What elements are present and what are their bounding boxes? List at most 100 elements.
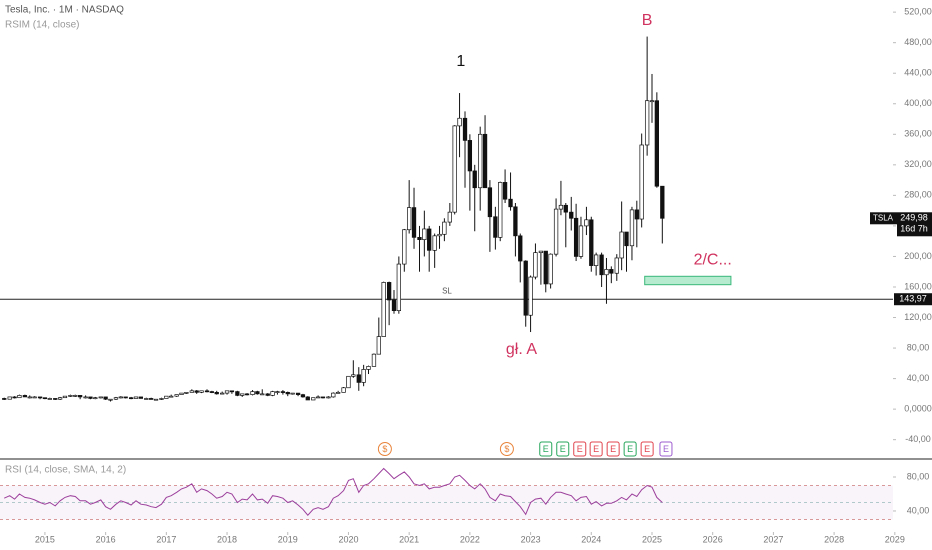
dividend-icon — [377, 442, 392, 456]
rsi-tick-label: 80,00 — [907, 471, 930, 481]
candle-body — [649, 100, 655, 103]
candle-body — [508, 198, 513, 208]
earnings-icon — [659, 441, 673, 457]
candle-body — [285, 391, 290, 395]
candle-body — [37, 396, 43, 399]
earnings-icon — [640, 441, 654, 457]
earnings-icon — [589, 441, 603, 457]
candle-body — [194, 390, 199, 393]
candle-body — [275, 391, 280, 393]
candle-body — [300, 394, 306, 398]
candle-body — [584, 219, 589, 227]
candle-body — [523, 260, 528, 316]
x-tick-label: 2015 — [35, 534, 55, 544]
candle-body — [57, 397, 63, 400]
candle-body — [599, 254, 604, 276]
price-badge — [897, 212, 932, 237]
level-badge — [894, 293, 932, 306]
candle-body — [265, 393, 270, 396]
candle-body — [351, 374, 356, 377]
event-label: E — [543, 444, 549, 454]
symbol-label: TSLA — [873, 213, 894, 222]
event-label: $ — [382, 444, 387, 454]
candle-body — [2, 398, 7, 400]
candle-body — [209, 391, 215, 393]
candle-body — [381, 282, 386, 337]
candle-body — [604, 269, 609, 276]
wave-label: 1 — [456, 53, 465, 70]
chart-title: Tesla, Inc. · 1M · NASDAQ — [5, 5, 124, 16]
event-label: E — [627, 444, 633, 454]
candle-body — [498, 182, 503, 238]
candle-body — [270, 391, 275, 396]
candle-body — [462, 117, 468, 141]
candle-body — [493, 216, 498, 238]
candle-body — [240, 393, 245, 396]
target-zone — [644, 275, 732, 286]
event-label: E — [577, 444, 583, 454]
level-badge-label: 143,97 — [899, 294, 927, 304]
rsi-tick-label: 40,00 — [907, 505, 930, 515]
candle-body — [184, 391, 189, 394]
y-tick-label: 280,00 — [904, 190, 932, 200]
candle-body — [619, 231, 624, 259]
candle-body — [93, 397, 98, 400]
candle-body — [295, 392, 301, 395]
candle-body — [437, 233, 442, 237]
event-label: E — [610, 444, 616, 454]
candle-body — [255, 391, 260, 395]
candle-body — [159, 398, 164, 400]
y-tick-label: 0,0000 — [904, 404, 932, 414]
candle-body — [371, 353, 377, 367]
candle-body — [179, 392, 184, 395]
x-tick-label: 2022 — [460, 534, 480, 544]
x-tick-label: 2017 — [156, 534, 176, 544]
candle-body — [199, 390, 204, 393]
y-tick-label: 360,00 — [904, 129, 932, 139]
candle-body — [634, 209, 639, 220]
candle-body — [356, 374, 361, 383]
candle-body — [361, 369, 366, 383]
candle-body — [341, 387, 346, 393]
candle-body — [204, 390, 210, 393]
rsi-title: RSI (14, close, SMA, 14, 2) — [5, 465, 126, 476]
candle-body — [624, 231, 629, 247]
candle-body — [442, 221, 447, 235]
candle-body — [482, 133, 488, 189]
candle-body — [73, 395, 78, 397]
candle-body — [311, 397, 316, 401]
x-tick-label: 2016 — [96, 534, 116, 544]
candle-body — [77, 395, 83, 398]
x-tick-label: 2029 — [885, 534, 905, 544]
event-label: E — [593, 444, 599, 454]
candle-body — [220, 392, 225, 395]
candle-body — [229, 390, 235, 393]
candle-body — [548, 253, 553, 285]
wave-label: B — [642, 12, 653, 29]
candle-body — [472, 170, 477, 189]
candle-body — [12, 396, 17, 399]
candle-body — [53, 398, 58, 400]
candle-body — [68, 395, 73, 397]
x-tick-label: 2026 — [703, 534, 723, 544]
candle-body — [660, 185, 665, 219]
candle-body — [396, 263, 401, 312]
candle-body — [326, 396, 331, 399]
candle-body — [98, 396, 103, 399]
candle-body — [62, 395, 68, 399]
candle-body — [346, 375, 351, 389]
candle-body — [128, 397, 134, 400]
candle-body — [609, 269, 614, 274]
candle-body — [614, 257, 619, 274]
candle-body — [487, 187, 493, 218]
candle-body — [224, 390, 230, 394]
x-tick-label: 2028 — [824, 534, 844, 544]
candle-body — [402, 229, 407, 265]
earnings-icon — [606, 441, 620, 457]
candle-body — [280, 391, 286, 393]
event-label: $ — [504, 444, 509, 454]
candle-body — [366, 366, 371, 370]
candle-body — [589, 219, 594, 266]
candle-body — [629, 209, 635, 247]
candle-body — [315, 396, 321, 399]
